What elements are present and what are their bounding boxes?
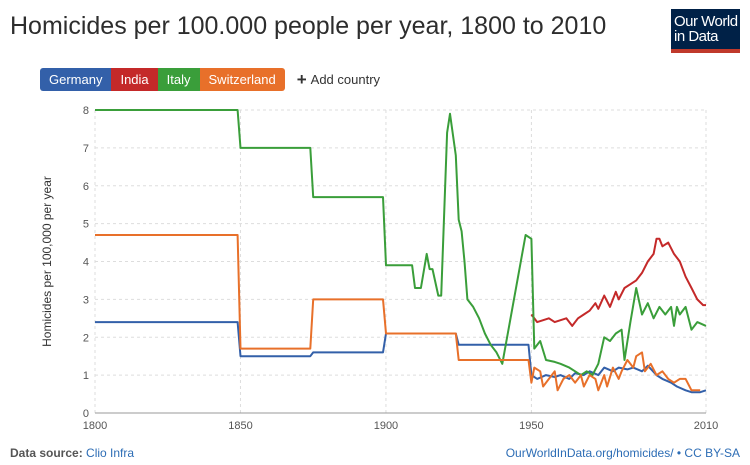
series-line-germany: [95, 321, 707, 394]
legend-chip-germany[interactable]: Germany: [40, 68, 112, 91]
x-tick-label: 1850: [228, 420, 252, 432]
legend-chip-india[interactable]: India: [111, 68, 158, 91]
x-tick-label: 1900: [374, 420, 398, 432]
page-url-link[interactable]: OurWorldInData.org/homicides/: [505, 446, 674, 460]
footer-source: Data source: Clio Infra: [10, 446, 134, 460]
x-tick-label: 1800: [83, 420, 107, 432]
y-tick-label: 0: [83, 408, 89, 420]
plus-icon: +: [296, 70, 307, 89]
series-line-italy: [95, 109, 707, 377]
legend-chip-italy[interactable]: Italy: [157, 68, 200, 91]
legend: Germany India Italy Switzerland + Add co…: [40, 68, 380, 91]
y-tick-label: 2: [83, 332, 89, 344]
add-country-label: Add country: [310, 72, 381, 87]
logo-line-1: Our World: [674, 13, 738, 30]
legend-chip-switzerland[interactable]: Switzerland: [199, 68, 285, 91]
chart-title: Homicides per 100.000 people per year, 1…: [10, 12, 607, 40]
series-line-india: [530, 237, 706, 327]
series-line-switzerland: [95, 234, 701, 392]
source-label: Data source:: [10, 446, 83, 460]
logo-line-2: in Data: [674, 28, 719, 45]
y-tick-label: 6: [83, 181, 89, 193]
y-tick-label: 1: [83, 370, 89, 382]
y-tick-label: 4: [83, 257, 89, 269]
y-tick-label: 5: [83, 219, 89, 231]
owid-logo[interactable]: Our World in Data: [671, 9, 740, 53]
x-tick-label: 1950: [519, 420, 543, 432]
add-country-button[interactable]: + Add country: [296, 70, 381, 89]
logo-accent-bar: [671, 49, 740, 53]
axes: 0 1 2 3 4 5 6 7 8 1800 1850 1900 1950 2010: [83, 105, 718, 432]
footer-separator: •: [673, 446, 685, 460]
x-tick-label: 2010: [694, 420, 718, 432]
y-tick-label: 7: [83, 143, 89, 155]
source-link[interactable]: Clio Infra: [86, 446, 135, 460]
license-link[interactable]: CC BY-SA: [684, 446, 740, 460]
footer-attribution: OurWorldInData.org/homicides/ • CC BY-SA: [506, 446, 740, 460]
y-tick-label: 8: [83, 105, 89, 117]
series: [95, 109, 707, 394]
line-chart: 0 1 2 3 4 5 6 7 8 1800 1850 1900 1950 2010 Homicides …: [40, 105, 718, 432]
grid: [94, 109, 707, 414]
y-axis-label: Homicides per 100,000 per year: [40, 176, 54, 347]
y-tick-label: 3: [83, 294, 89, 306]
